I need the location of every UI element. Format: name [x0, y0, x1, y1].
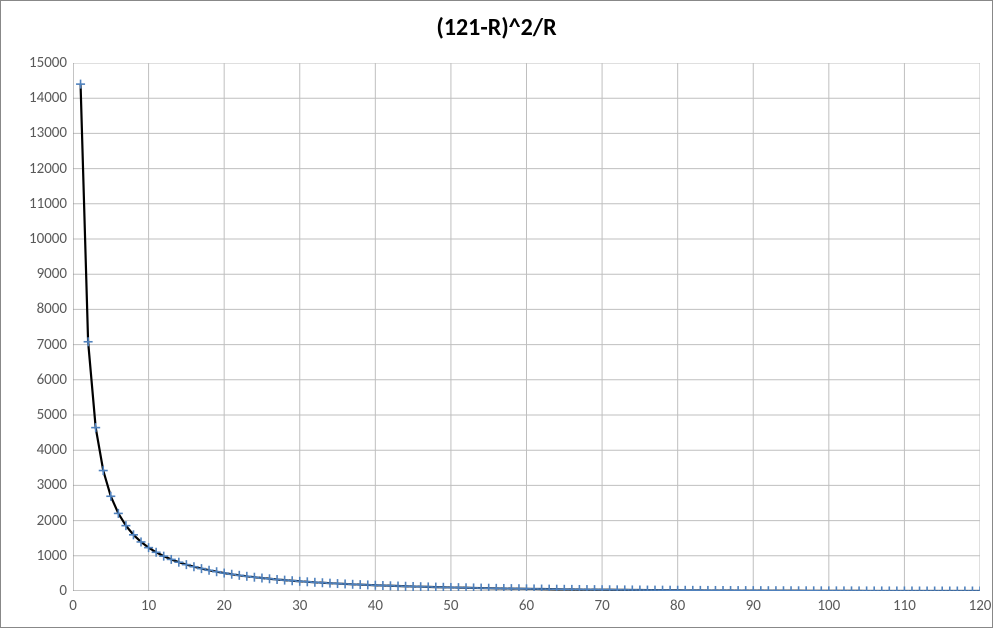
chart-title: (121-R)^2/R — [1, 1, 992, 42]
x-tick-label: 20 — [204, 597, 244, 615]
x-tick-label: 50 — [431, 597, 471, 615]
y-tick-label: 6000 — [7, 371, 67, 389]
x-tick-label: 30 — [280, 597, 320, 615]
plot-area — [73, 63, 980, 591]
x-tick-label: 10 — [129, 597, 169, 615]
y-tick-label: 11000 — [7, 195, 67, 213]
y-tick-label: 7000 — [7, 336, 67, 354]
y-tick-label: 14000 — [7, 89, 67, 107]
x-tick-label: 110 — [884, 597, 924, 615]
x-tick-label: 80 — [658, 597, 698, 615]
y-tick-label: 4000 — [7, 441, 67, 459]
y-tick-label: 2000 — [7, 512, 67, 530]
x-tick-label: 0 — [53, 597, 93, 615]
x-tick-label: 40 — [355, 597, 395, 615]
y-tick-label: 5000 — [7, 406, 67, 424]
y-tick-label: 1000 — [7, 547, 67, 565]
x-tick-label: 100 — [809, 597, 849, 615]
x-tick-label: 70 — [582, 597, 622, 615]
y-tick-label: 12000 — [7, 160, 67, 178]
y-tick-label: 10000 — [7, 230, 67, 248]
x-tick-label: 120 — [960, 597, 993, 615]
chart-svg — [73, 63, 980, 591]
x-tick-label: 60 — [507, 597, 547, 615]
y-tick-label: 8000 — [7, 300, 67, 318]
y-tick-label: 3000 — [7, 476, 67, 494]
y-tick-label: 13000 — [7, 124, 67, 142]
y-tick-label: 9000 — [7, 265, 67, 283]
y-tick-label: 15000 — [7, 54, 67, 72]
x-tick-label: 90 — [733, 597, 773, 615]
chart-container: (121-R)^2/R 0 1000 2000 3000 4000 5000 6000 700… — [0, 0, 993, 628]
